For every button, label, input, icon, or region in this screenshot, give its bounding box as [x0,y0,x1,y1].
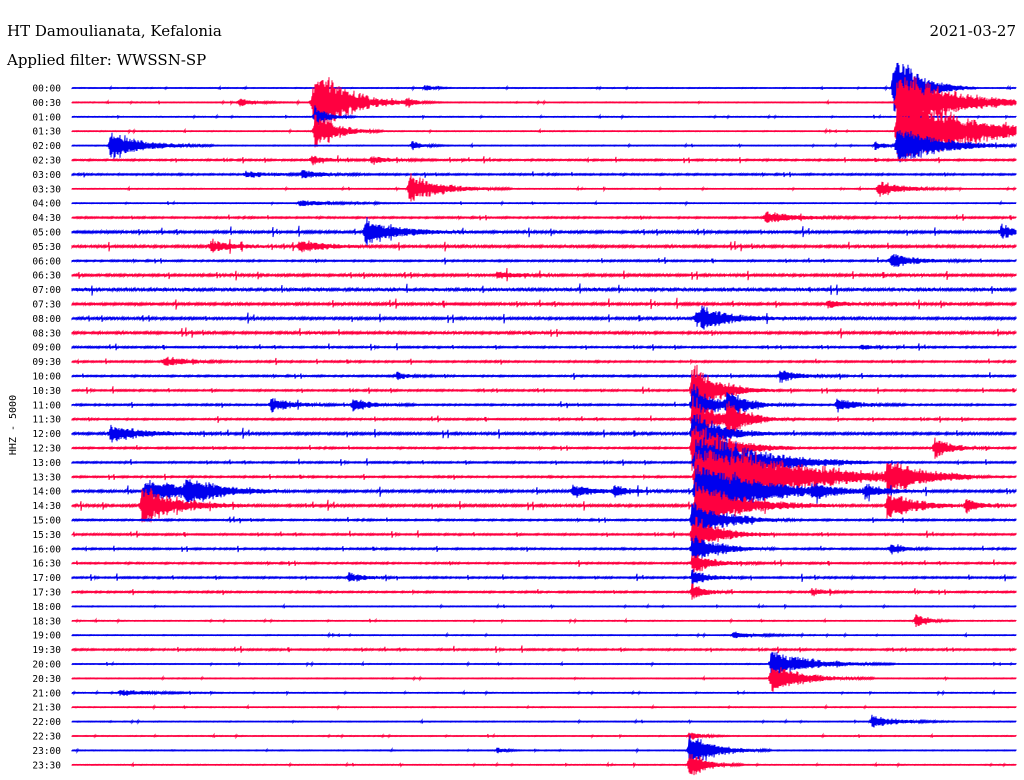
time-label: 00:00 [32,84,61,95]
trace-row [71,173,1017,202]
time-label: 15:30 [32,530,61,541]
time-label: 04:00 [32,199,61,210]
time-label: 17:00 [32,573,61,584]
time-label: 11:00 [32,400,61,411]
time-label: 08:00 [32,314,61,325]
trace-row [71,732,1017,741]
time-label: 19:30 [32,645,61,656]
time-label: 02:00 [32,141,61,152]
time-label: 18:00 [32,602,61,613]
seismic-traces [71,62,1017,776]
time-label: 22:30 [32,732,61,743]
time-label: 09:30 [32,357,61,368]
time-label: 23:00 [32,746,61,757]
time-label: 12:30 [32,444,61,455]
time-label: 03:30 [32,184,61,195]
time-label: 13:00 [32,458,61,469]
time-label: 04:30 [32,213,61,224]
time-label: 10:30 [32,386,61,397]
time-label: 16:30 [32,559,61,570]
time-label: 10:00 [32,372,61,383]
time-label: 11:30 [32,415,61,426]
time-label: 07:00 [32,285,61,296]
time-label: 09:00 [32,343,61,354]
time-label: 03:00 [32,170,61,181]
time-label: 14:00 [32,487,61,498]
trace-row [71,667,1017,692]
time-label: 22:00 [32,717,61,728]
y-axis-label: HHZ - 5000 [8,395,19,455]
time-label: 20:00 [32,660,61,671]
time-label: 18:30 [32,616,61,627]
row-labels: 00:00 00:30 01:00 01:30 02:00 02:30 03:00 03:30… [32,84,61,772]
time-label: 19:00 [32,631,61,642]
time-label: 17:30 [32,588,61,599]
time-label: 13:30 [32,472,61,483]
time-label: 02:30 [32,156,61,167]
time-label: 23:30 [32,760,61,771]
plot-date: 2021-03-27 [929,22,1016,40]
time-label: 21:30 [32,703,61,714]
time-label: 01:30 [32,127,61,138]
time-label: 05:30 [32,242,61,253]
time-label: 21:00 [32,688,61,699]
time-label: 16:00 [32,544,61,555]
time-label: 05:00 [32,228,61,239]
time-label: 20:30 [32,674,61,685]
time-label: 06:00 [32,256,61,267]
station-title: HT Damoulianata, Kefalonia [7,22,222,40]
time-label: 08:30 [32,328,61,339]
time-label: 15:00 [32,516,61,527]
time-label: 01:00 [32,112,61,123]
trace-row [71,76,1017,131]
time-label: 00:30 [32,98,61,109]
time-label: 06:30 [32,271,61,282]
time-label: 14:30 [32,501,61,512]
time-label: 12:00 [32,429,61,440]
time-label: 07:30 [32,300,61,311]
filter-label: Applied filter: WWSSN-SP [7,51,207,69]
